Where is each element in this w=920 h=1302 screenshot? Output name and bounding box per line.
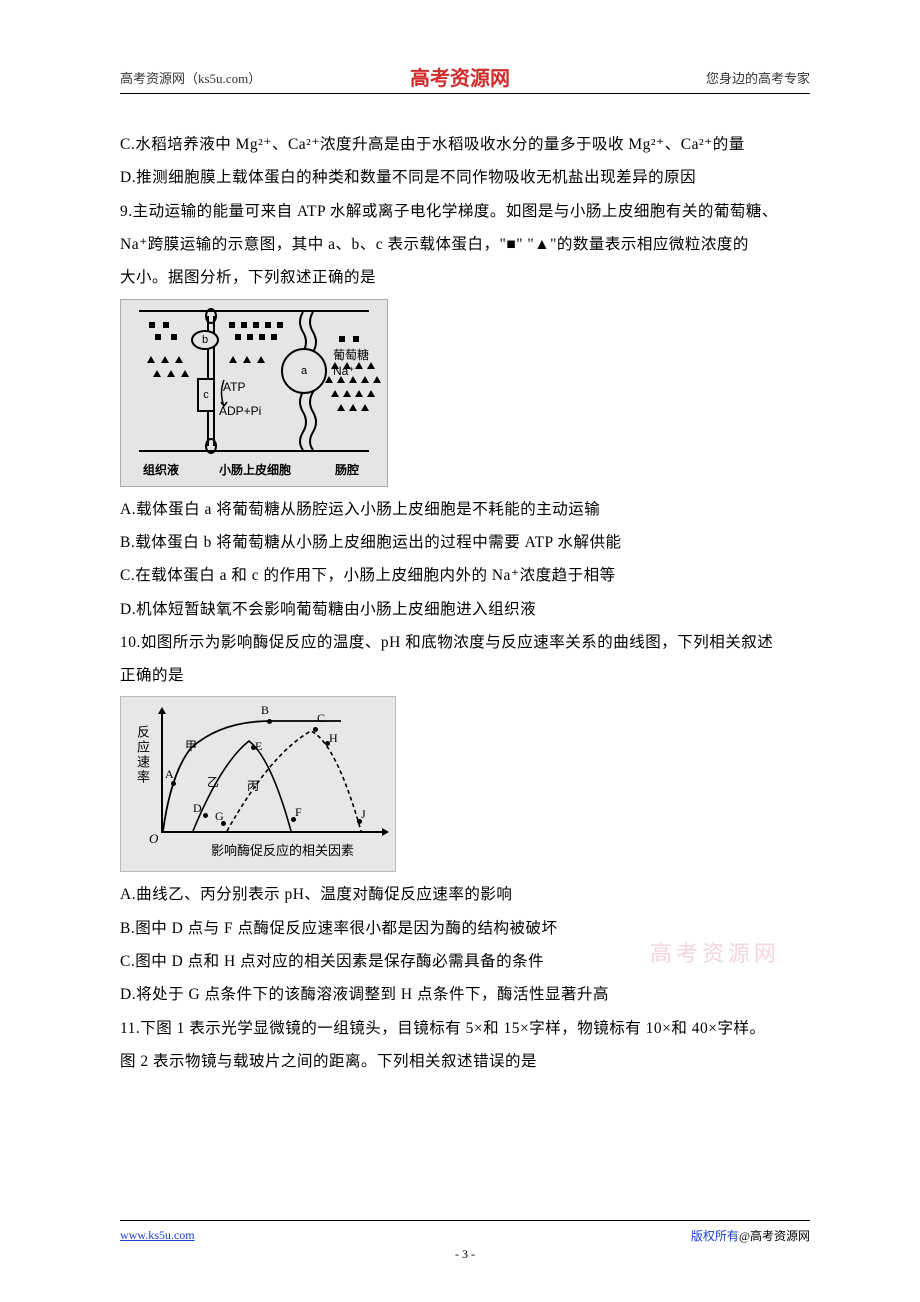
text-line: Na⁺跨膜运输的示意图，其中 a、b、c 表示载体蛋白，"■" "▲"的数量表示… <box>120 228 810 261</box>
text-line: B.载体蛋白 b 将葡萄糖从小肠上皮细胞运出的过程中需要 ATP 水解供能 <box>120 526 810 559</box>
y-axis-label: 反应速率 <box>133 725 152 785</box>
label-na: Na⁺ <box>333 364 355 378</box>
point-h: H <box>329 731 338 746</box>
footer-url-link[interactable]: www.ks5u.com <box>120 1228 195 1243</box>
point-b: B <box>261 703 269 718</box>
label-c: c <box>203 389 209 401</box>
point-d: D <box>193 801 202 816</box>
header-left-text: 高考资源网（ks5u.com） <box>120 68 261 87</box>
label-b: b <box>202 334 208 346</box>
text-line: C.图中 D 点和 H 点对应的相关因素是保存酶必需具备的条件 <box>120 945 810 978</box>
header-center-logo: 高考资源网 <box>410 62 510 91</box>
carrier-a: a <box>281 348 327 394</box>
text-line: D.将处于 G 点条件下的该酶溶液调整到 H 点条件下，酶活性显著升高 <box>120 978 810 1011</box>
x-axis-label: 影响酶促反应的相关因素 <box>211 840 354 859</box>
copyright-blue: 版权所有 <box>691 1229 739 1243</box>
text-line: C.水稻培养液中 Mg²⁺、Ca²⁺浓度升高是由于水稻吸收水分的量多于吸收 Mg… <box>120 128 810 161</box>
page-number: - 3 - <box>455 1247 475 1262</box>
origin-label: O <box>149 831 158 847</box>
text-line: B.图中 D 点与 F 点酶促反应速率很小都是因为酶的结构被破坏 <box>120 912 810 945</box>
chart-curves <box>161 713 385 835</box>
point-j: J <box>361 807 366 822</box>
label-epithelial-cell: 小肠上皮细胞 <box>219 461 291 478</box>
label-lumen: 肠腔 <box>335 461 359 478</box>
label-glucose: 葡萄糖 <box>333 346 369 363</box>
text-line: 图 2 表示物镜与载玻片之间的距离。下列相关叙述错误的是 <box>120 1045 810 1078</box>
text-line: 9.主动运输的能量可来自 ATP 水解或离子电化学梯度。如图是与小肠上皮细胞有关… <box>120 195 810 228</box>
footer-copyright: 版权所有@高考资源网 <box>691 1227 810 1244</box>
text-line: D.推测细胞膜上载体蛋白的种类和数量不同是不同作物吸收无机盐出现差异的原因 <box>120 161 810 194</box>
diagram-2-container: 反应速率 影响酶促反应的相关因素 O A B C D E <box>120 696 810 872</box>
page-header: 高考资源网（ks5u.com） 高考资源网 您身边的高考专家 <box>120 68 810 94</box>
membrane-transport-diagram: a b c <box>120 299 388 487</box>
diagram-1-container: a b c <box>120 299 810 487</box>
header-right-text: 您身边的高考专家 <box>706 68 810 87</box>
atp-arrow-icon <box>217 378 231 408</box>
curve-label-bing: 丙 <box>247 777 259 794</box>
text-line: A.曲线乙、丙分别表示 pH、温度对酶促反应速率的影响 <box>120 878 810 911</box>
carrier-c: c <box>197 378 215 412</box>
text-line: C.在载体蛋白 a 和 c 的作用下，小肠上皮细胞内外的 Na⁺浓度趋于相等 <box>120 559 810 592</box>
point-e: E <box>255 739 262 754</box>
text-line: 10.如图所示为影响酶促反应的温度、pH 和底物浓度与反应速率关系的曲线图，下列… <box>120 626 810 659</box>
point-f: F <box>295 805 302 820</box>
text-line: 大小。据图分析，下列叙述正确的是 <box>120 261 810 294</box>
text-line: 正确的是 <box>120 659 810 692</box>
page-footer: www.ks5u.com - 3 - 版权所有@高考资源网 <box>120 1220 810 1244</box>
text-line: 11.下图 1 表示光学显微镜的一组镜头，目镜标有 5×和 15×字样，物镜标有… <box>120 1012 810 1045</box>
copyright-black: @高考资源网 <box>739 1229 810 1243</box>
curve-label-jia: 甲 <box>185 737 197 754</box>
point-c: C <box>317 711 325 726</box>
label-a: a <box>301 365 307 377</box>
text-line: D.机体短暂缺氧不会影响葡萄糖由小肠上皮细胞进入组织液 <box>120 593 810 626</box>
carrier-b: b <box>191 330 219 350</box>
point-g: G <box>215 809 224 824</box>
label-tissue-fluid: 组织液 <box>143 461 179 478</box>
text-line: A.载体蛋白 a 将葡萄糖从肠腔运入小肠上皮细胞是不耗能的主动运输 <box>120 493 810 526</box>
curve-label-yi: 乙 <box>207 773 219 790</box>
point-a: A <box>165 767 174 782</box>
enzyme-rate-chart: 反应速率 影响酶促反应的相关因素 O A B C D E <box>120 696 396 872</box>
